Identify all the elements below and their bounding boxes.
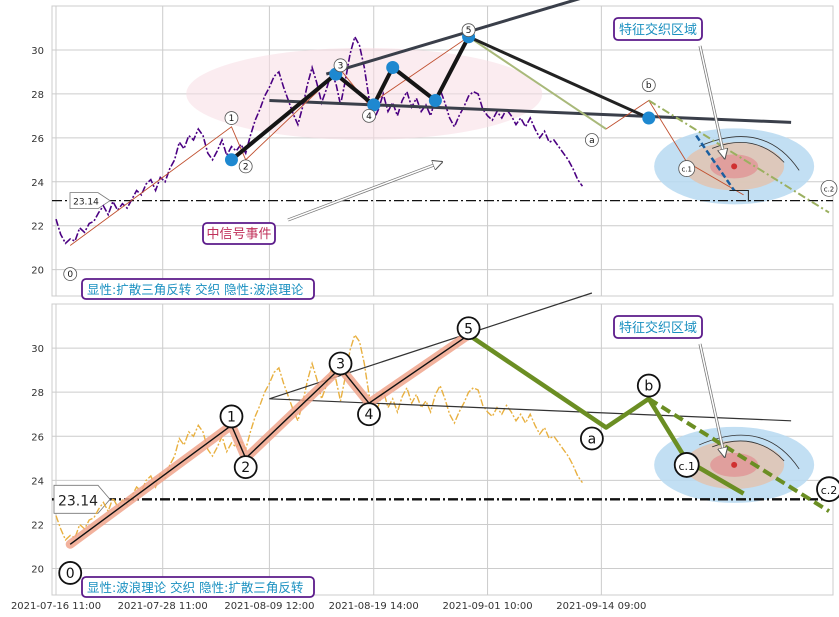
wave-label: 1 bbox=[227, 409, 236, 425]
pattern-zigzag bbox=[467, 35, 650, 120]
reference-label-box bbox=[69, 192, 111, 210]
y-tick-label: 30 bbox=[31, 344, 44, 355]
pattern-pivot-dot bbox=[642, 111, 656, 125]
wave-label: 1 bbox=[229, 114, 235, 124]
wave-correction-line bbox=[468, 35, 607, 130]
wave-label-circle bbox=[233, 455, 258, 480]
wave-label-circle bbox=[678, 160, 696, 177]
wave-label-circle bbox=[673, 452, 700, 478]
wave-label-circle bbox=[816, 476, 839, 503]
guide-line bbox=[695, 134, 736, 192]
pattern-upper-line bbox=[325, 0, 581, 76]
wave-label-circle bbox=[579, 426, 604, 451]
top-panel: 20 22 24 26 28 30 23.14 0 1 2 3 4 5 a b c.1 c.2 特征交织区域中信号… bbox=[31, 0, 838, 300]
x-tick-label: 2021-09-14 09:00 bbox=[556, 601, 646, 612]
hot-zone-center bbox=[731, 461, 738, 468]
wave-label-circle bbox=[224, 111, 239, 125]
feature-zone-arrow-inner bbox=[699, 343, 725, 457]
y-tick-label: 20 bbox=[31, 565, 44, 576]
y-tick-label: 22 bbox=[31, 520, 44, 531]
price-line bbox=[55, 34, 584, 245]
reference-label: 23.14 bbox=[73, 198, 99, 208]
caption-box bbox=[81, 278, 315, 300]
wave-label: c.2 bbox=[824, 185, 835, 193]
wave-label: c.1 bbox=[681, 166, 692, 174]
wave-label: b bbox=[646, 81, 652, 91]
caption-text: 显性:扩散三角反转 交织 隐性:波浪理论 bbox=[87, 282, 304, 297]
wave-forecast-line bbox=[648, 99, 830, 214]
wave-label-circle bbox=[63, 267, 78, 281]
wave-label: 0 bbox=[67, 270, 73, 280]
pattern-pivot-dot bbox=[428, 93, 442, 107]
x-tick-label: 2021-07-16 11:00 bbox=[11, 601, 101, 612]
wave-label-circle bbox=[456, 316, 481, 341]
pattern-zigzag bbox=[230, 35, 471, 162]
wave-label: b bbox=[644, 379, 653, 395]
feature-zone-box bbox=[613, 315, 703, 339]
wave-label-circle bbox=[636, 373, 661, 398]
y-tick-label: 22 bbox=[31, 222, 44, 233]
x-tick-label: 2021-07-28 11:00 bbox=[118, 601, 208, 612]
wave-label: 5 bbox=[466, 26, 472, 36]
pattern-pivot-dot bbox=[386, 61, 400, 75]
reference-label-box bbox=[53, 484, 111, 514]
feature-zone-label: 特征交织区域 bbox=[619, 320, 697, 336]
wave-label-circle bbox=[333, 58, 348, 73]
y-tick-label: 28 bbox=[31, 90, 44, 101]
wave-label-circle bbox=[362, 108, 376, 123]
wave-label-circle bbox=[58, 561, 83, 585]
wave-label-circle bbox=[238, 159, 253, 174]
hot-zone-center bbox=[731, 163, 738, 170]
x-tick-label: 2021-08-09 12:00 bbox=[224, 601, 314, 612]
wave-label: 3 bbox=[336, 357, 345, 373]
pattern-zone-ellipse bbox=[186, 47, 543, 140]
wave-label: a bbox=[589, 136, 595, 146]
y-tick-label: 30 bbox=[31, 46, 44, 57]
y-tick-label: 24 bbox=[31, 476, 44, 487]
wave-label: 0 bbox=[66, 566, 75, 582]
wave-label-circle bbox=[461, 23, 476, 38]
signal-event-label: 中信号事件 bbox=[206, 227, 271, 242]
wave-label: a bbox=[588, 431, 597, 447]
y-tick-label: 26 bbox=[31, 134, 44, 145]
signal-event-box bbox=[202, 222, 276, 245]
pattern-pivot-dot bbox=[367, 98, 381, 112]
wave-label: 2 bbox=[243, 162, 249, 172]
feature-zone-arrow-inner bbox=[699, 45, 725, 158]
wave-label: 3 bbox=[338, 61, 344, 71]
wave-label-circle bbox=[357, 402, 381, 427]
wave-label: 4 bbox=[366, 112, 372, 122]
feature-zone-box bbox=[613, 17, 703, 41]
wave-label: 4 bbox=[365, 407, 374, 423]
wave-label: c.1 bbox=[678, 460, 695, 473]
y-tick-label: 24 bbox=[31, 178, 44, 189]
wave-impulse-line bbox=[69, 334, 469, 545]
wave-label: 5 bbox=[464, 321, 473, 337]
wave-path bbox=[69, 36, 744, 246]
pattern-pivot-dot bbox=[224, 153, 238, 167]
guide-bracket bbox=[729, 190, 749, 202]
caption-box bbox=[81, 576, 315, 598]
bottom-panel: 20 22 24 26 28 30 23.14 0 1 2 3 4 5 a b c.1 c.2 特征交织区域显性:… bbox=[11, 292, 839, 612]
x-tick-label: 2021-08-19 14:00 bbox=[329, 601, 419, 612]
y-tick-label: 28 bbox=[31, 388, 44, 399]
wave-label-circle bbox=[328, 351, 353, 376]
y-tick-label: 26 bbox=[31, 432, 44, 443]
pattern-lower-line bbox=[269, 99, 792, 124]
pattern-lower-line bbox=[269, 398, 792, 422]
reference-label: 23.14 bbox=[58, 493, 98, 509]
signal-event-arrow-inner bbox=[287, 162, 442, 221]
y-tick-label: 20 bbox=[31, 266, 44, 277]
feature-zone-label: 特征交织区域 bbox=[619, 22, 697, 38]
wave-forecast-line bbox=[647, 397, 831, 513]
wave-label-circle bbox=[641, 78, 656, 92]
wave-label-circle bbox=[219, 404, 244, 429]
wave-label-circle bbox=[584, 133, 599, 147]
wave-label: c.2 bbox=[821, 484, 838, 497]
wave-label-circle bbox=[820, 179, 838, 197]
wave-label: 2 bbox=[241, 460, 250, 476]
caption-text: 显性:波浪理论 交织 隐性:扩散三角反转 bbox=[87, 580, 303, 595]
x-tick-label: 2021-09-01 10:00 bbox=[442, 601, 532, 612]
